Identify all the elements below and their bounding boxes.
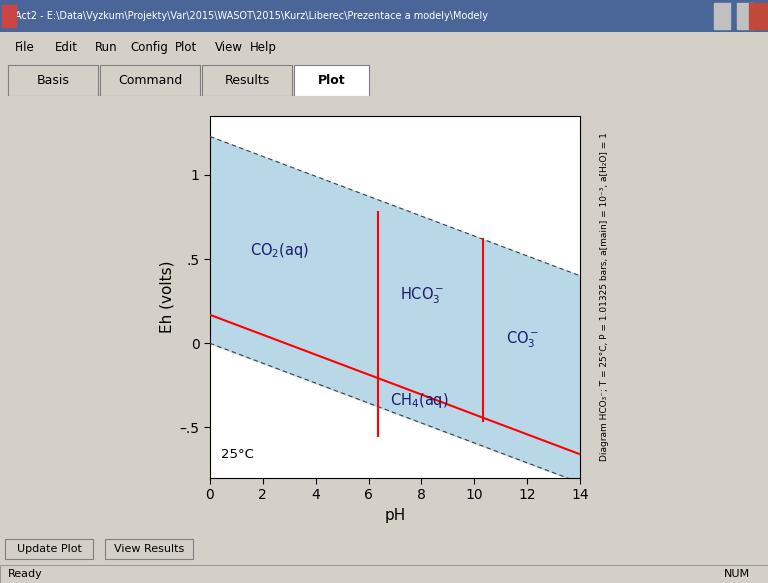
Text: Update Plot: Update Plot bbox=[17, 545, 81, 554]
Bar bbox=[294, 65, 369, 96]
Text: File: File bbox=[15, 41, 35, 54]
Text: Basis: Basis bbox=[37, 74, 69, 87]
Text: Act2 - E:\Data\Vyzkum\Projekty\Var\2015\WASOT\2015\Kurz\Liberec\Prezentace a mod: Act2 - E:\Data\Vyzkum\Projekty\Var\2015\… bbox=[15, 11, 488, 21]
Bar bbox=[737, 3, 753, 29]
Bar bbox=[8, 65, 98, 96]
Text: CO$_3^-$: CO$_3^-$ bbox=[506, 329, 539, 350]
Bar bbox=[0, 565, 768, 583]
Text: Plot: Plot bbox=[318, 74, 346, 87]
Text: HCO$_3^-$: HCO$_3^-$ bbox=[400, 286, 445, 307]
Bar bbox=[105, 539, 193, 559]
Text: Command: Command bbox=[118, 74, 182, 87]
X-axis label: pH: pH bbox=[384, 508, 406, 523]
Bar bbox=[714, 3, 730, 29]
Text: CO$_2$(aq): CO$_2$(aq) bbox=[250, 241, 309, 260]
Text: Config: Config bbox=[130, 41, 168, 54]
Text: Diagram HCO₃⁻; T = 25°C, P = 1.01325 bars, a[main] = 10⁻³, a[H₂O] = 1: Diagram HCO₃⁻; T = 25°C, P = 1.01325 bar… bbox=[600, 132, 609, 461]
Text: CH$_4$(aq): CH$_4$(aq) bbox=[389, 391, 449, 410]
Bar bbox=[749, 3, 768, 29]
Text: Run: Run bbox=[95, 41, 118, 54]
Text: NUM: NUM bbox=[724, 569, 750, 579]
Text: View: View bbox=[215, 41, 243, 54]
Text: 25°C: 25°C bbox=[220, 448, 253, 461]
Bar bbox=[100, 65, 200, 96]
Text: Help: Help bbox=[250, 41, 277, 54]
Text: Results: Results bbox=[224, 74, 270, 87]
Text: Edit: Edit bbox=[55, 41, 78, 54]
Bar bbox=[2, 5, 16, 27]
Text: Ready: Ready bbox=[8, 569, 43, 579]
Text: View Results: View Results bbox=[114, 545, 184, 554]
Text: Plot: Plot bbox=[175, 41, 197, 54]
Bar bbox=[5, 539, 93, 559]
Y-axis label: Eh (volts): Eh (volts) bbox=[159, 261, 174, 333]
Bar bbox=[202, 65, 292, 96]
